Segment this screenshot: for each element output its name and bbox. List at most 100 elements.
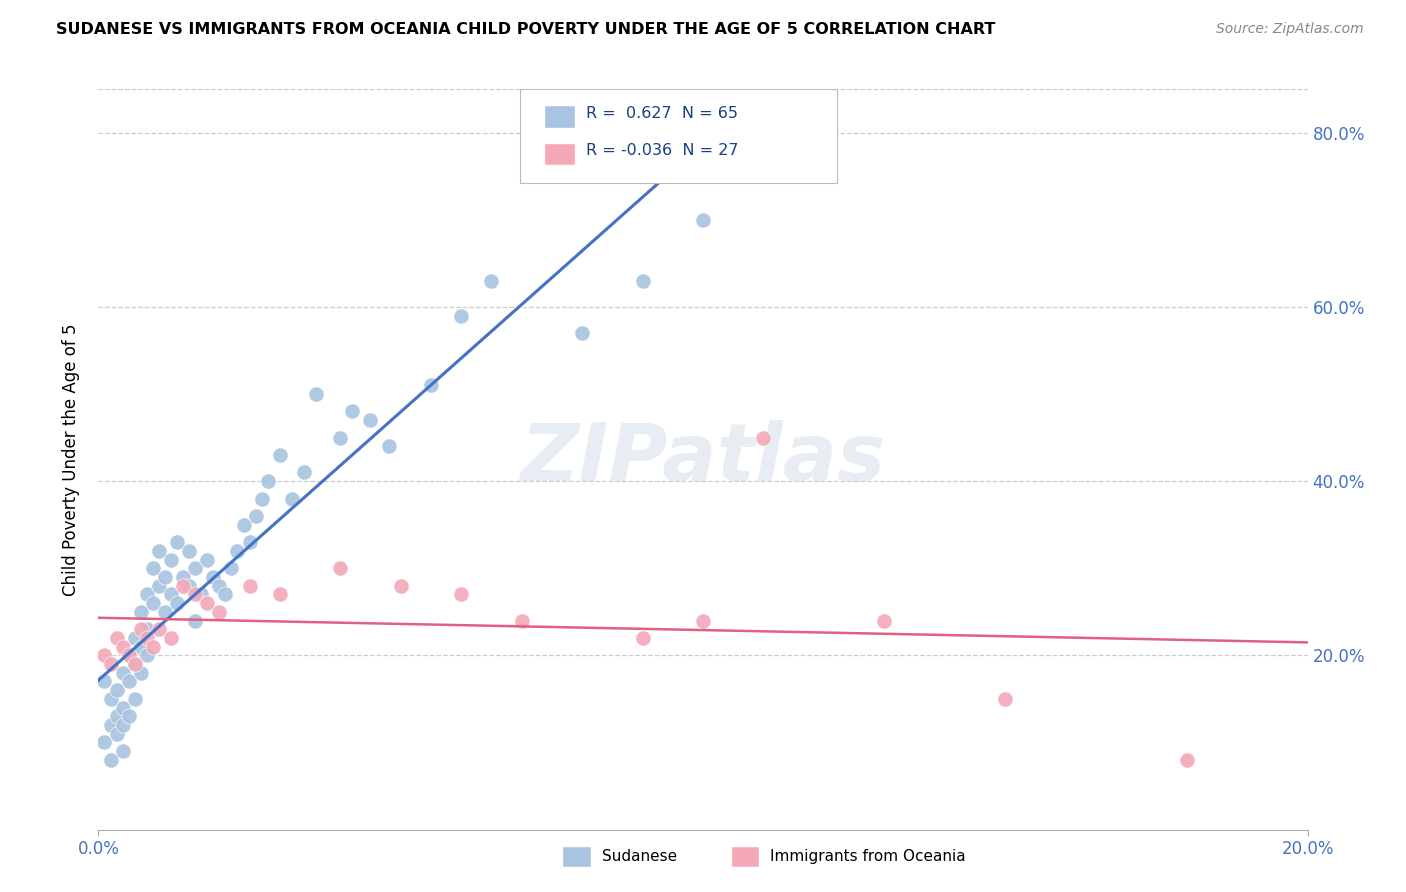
Point [692, 614, 714, 628]
Point [873, 614, 896, 628]
Point [142, 561, 165, 575]
Point [100, 657, 122, 671]
Point [105, 709, 128, 723]
Text: R =  0.627  N = 65: R = 0.627 N = 65 [586, 106, 738, 120]
Point [179, 544, 201, 558]
Point [111, 718, 134, 732]
Point [135, 587, 157, 601]
Point [245, 508, 267, 523]
Point [100, 753, 122, 767]
Point [148, 622, 170, 636]
Point [239, 535, 262, 549]
Point [166, 535, 188, 549]
Point [93, 648, 115, 663]
Point [202, 570, 225, 584]
Point [179, 579, 201, 593]
Point [232, 517, 254, 532]
Point [124, 631, 146, 645]
Point [93, 674, 115, 689]
Point [129, 622, 152, 636]
Point [135, 648, 157, 663]
Point [124, 657, 146, 671]
Point [631, 274, 654, 288]
Point [481, 274, 503, 288]
Point [124, 657, 146, 671]
Point [118, 709, 141, 723]
Point [93, 735, 115, 749]
Point [160, 631, 183, 645]
Point [118, 648, 141, 663]
Text: Sudanese: Sudanese [602, 849, 676, 863]
Point [208, 605, 231, 619]
Point [111, 640, 134, 654]
Point [342, 404, 364, 418]
Y-axis label: Child Poverty Under the Age of 5: Child Poverty Under the Age of 5 [62, 323, 80, 596]
Text: ZIPatlas: ZIPatlas [520, 420, 886, 499]
Point [160, 587, 183, 601]
Point [269, 587, 291, 601]
Point [172, 570, 194, 584]
Point [160, 552, 183, 566]
Point [450, 309, 472, 323]
Point [269, 448, 291, 462]
Point [195, 596, 218, 610]
Point [360, 413, 382, 427]
Point [450, 587, 472, 601]
Point [105, 683, 128, 698]
Point [118, 674, 141, 689]
Point [420, 378, 443, 392]
Point [118, 648, 141, 663]
Point [111, 700, 134, 714]
Point [142, 596, 165, 610]
Point [172, 579, 194, 593]
Point [105, 727, 128, 741]
Point [129, 640, 152, 654]
Point [148, 579, 170, 593]
Point [305, 387, 328, 401]
Point [100, 718, 122, 732]
Point [111, 744, 134, 758]
Point [190, 587, 212, 601]
Point [692, 212, 714, 227]
Point [195, 552, 218, 566]
Point [226, 544, 249, 558]
Point [329, 431, 352, 445]
Point [994, 692, 1017, 706]
Point [184, 587, 207, 601]
Point [631, 631, 654, 645]
Point [377, 439, 399, 453]
Point [124, 692, 146, 706]
Point [281, 491, 304, 506]
Text: SUDANESE VS IMMIGRANTS FROM OCEANIA CHILD POVERTY UNDER THE AGE OF 5 CORRELATION: SUDANESE VS IMMIGRANTS FROM OCEANIA CHIL… [56, 22, 995, 37]
Point [142, 640, 165, 654]
Point [184, 561, 207, 575]
Point [148, 544, 170, 558]
Point [129, 605, 152, 619]
Point [510, 614, 533, 628]
Point [329, 561, 352, 575]
Point [166, 596, 188, 610]
Point [1175, 753, 1198, 767]
Point [389, 579, 412, 593]
Point [214, 587, 236, 601]
Point [100, 692, 122, 706]
Point [184, 614, 207, 628]
Point [221, 561, 243, 575]
Point [292, 466, 315, 480]
Point [752, 431, 775, 445]
Point [153, 570, 176, 584]
Point [111, 665, 134, 680]
Point [571, 326, 593, 340]
Point [135, 631, 157, 645]
Text: Immigrants from Oceania: Immigrants from Oceania [770, 849, 966, 863]
Point [153, 605, 176, 619]
Point [250, 491, 273, 506]
Point [239, 579, 262, 593]
Point [105, 631, 128, 645]
Point [208, 579, 231, 593]
Point [135, 622, 157, 636]
Text: Source: ZipAtlas.com: Source: ZipAtlas.com [1216, 22, 1364, 37]
Point [256, 474, 278, 488]
Point [129, 665, 152, 680]
Text: R = -0.036  N = 27: R = -0.036 N = 27 [586, 144, 738, 158]
